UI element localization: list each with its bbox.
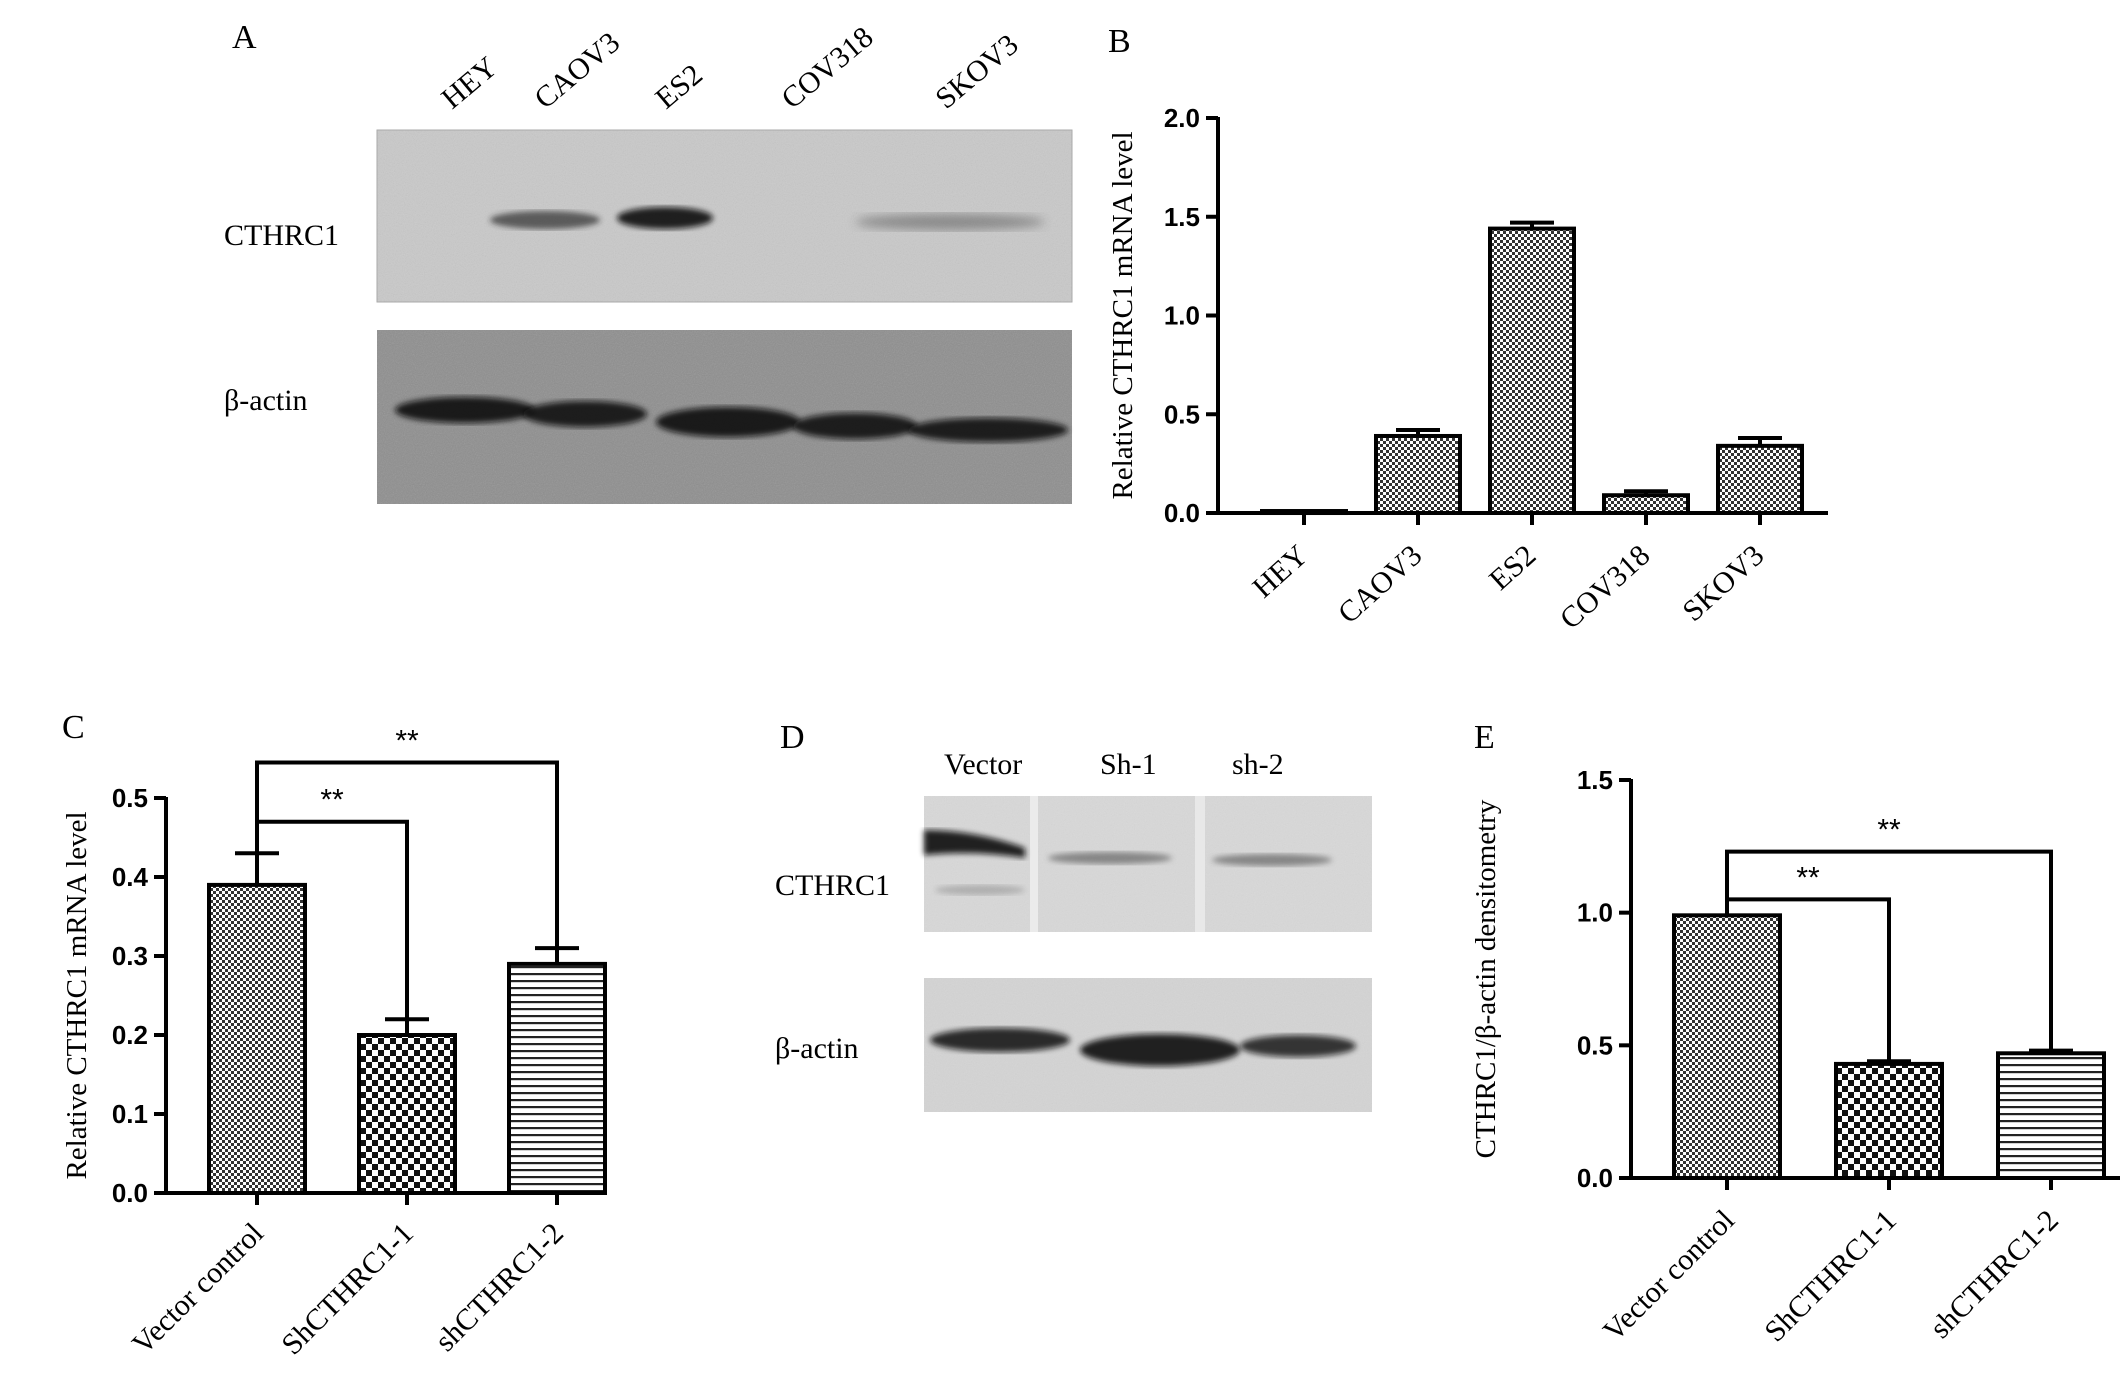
panel-letter-a: A <box>232 19 257 56</box>
y-tick-label: 2.0 <box>1164 103 1200 133</box>
bar-caov3 <box>1374 433 1462 516</box>
significance-label: ** <box>1877 814 1901 847</box>
x-category-label: CAOV3 <box>1332 539 1428 630</box>
lane-label-hey: HEY <box>435 50 503 115</box>
band-actin-vector <box>930 1028 1070 1052</box>
row-label-cthrc1: CTHRC1 <box>224 219 339 252</box>
band-cthrc1-skov3 <box>855 214 1045 230</box>
band-cthrc1-caov3 <box>490 211 600 229</box>
lane-label-cov318: COV318 <box>775 20 879 115</box>
band-cthrc1-sh2 <box>1212 854 1332 866</box>
significance-bracket <box>255 760 559 949</box>
blot-membrane-beta-actin <box>377 330 1072 504</box>
significance-label: ** <box>320 784 344 817</box>
y-tick-label: 1.5 <box>1577 765 1613 795</box>
panel-letter-b: B <box>1108 23 1131 60</box>
lane-label-es2: ES2 <box>649 58 709 115</box>
significance-label: ** <box>395 724 419 757</box>
significance-bracket <box>1725 849 2053 1051</box>
y-tick-label: 0.1 <box>112 1099 148 1129</box>
row-label-beta-actin: β-actin <box>224 384 308 417</box>
western-blot-panel-a: HEY CAOV3 ES2 COV318 SKOV3 CTHRC1 β-acti… <box>224 20 1073 504</box>
bar-shcthrc1-1 <box>357 1033 457 1195</box>
blot-membrane-beta-actin-d <box>924 978 1372 1112</box>
y-tick-label: 0.3 <box>112 941 148 971</box>
bar-cov318 <box>1602 493 1690 516</box>
lane-label-skov3: SKOV3 <box>929 28 1024 115</box>
lane-label-vector: Vector <box>944 748 1022 781</box>
band-cthrc1-es2 <box>617 207 713 229</box>
y-tick-label: 0.0 <box>1164 498 1200 528</box>
y-tick-label: 1.5 <box>1164 202 1200 232</box>
bar-shcthrc1-1 <box>1834 1061 1944 1180</box>
panel-letter-c: C <box>62 709 85 746</box>
x-category-label: Vector control <box>1597 1204 1741 1348</box>
western-blot-panel-d: Vector Sh-1 sh-2 CTHRC1 β-actin <box>775 748 1372 1112</box>
y-tick-label: 0.5 <box>112 783 148 813</box>
bar-chart-panel-c: 0.0 0.1 0.2 0.3 0.4 0.5 Relative CTHRC1 mRNA l… <box>61 724 607 1362</box>
x-category-label: SKOV3 <box>1676 539 1770 628</box>
band-actin-sh2 <box>1240 1035 1356 1057</box>
x-category-label: Vector control <box>126 1217 270 1361</box>
bar-chart-panel-e: 0.0 0.5 1.0 1.5 CTHRC1/β-actin densitometry V… <box>1470 765 2120 1348</box>
band-cthrc1-sh1 <box>1048 852 1172 864</box>
band-actin-hey <box>395 397 535 423</box>
y-tick-label: 0.2 <box>112 1020 148 1050</box>
x-category-label: shCTHRC1-2 <box>1924 1204 2065 1345</box>
x-category-label: ShCTHRC1-1 <box>275 1217 420 1362</box>
bar-shcthrc1-2 <box>1996 1051 2106 1180</box>
y-axis-label-b: Relative CTHRC1 mRNA level <box>1107 131 1139 499</box>
y-tick-label: 0.5 <box>1164 399 1200 429</box>
lane-label-sh-2: sh-2 <box>1232 748 1284 781</box>
y-tick-label: 0.0 <box>112 1178 148 1208</box>
y-tick-label: 1.0 <box>1164 301 1200 331</box>
panel-letter-d: D <box>780 719 805 756</box>
y-tick-label: 0.4 <box>112 862 149 892</box>
bar-shcthrc1-2 <box>507 961 607 1196</box>
band-actin-skov3 <box>908 418 1068 442</box>
band-actin-caov3 <box>523 401 647 427</box>
bar-vector-control <box>207 882 307 1196</box>
y-tick-label: 1.0 <box>1577 898 1613 928</box>
bar-hey <box>1260 509 1348 516</box>
row-label-cthrc1-d: CTHRC1 <box>775 869 890 902</box>
panel-letter-e: E <box>1474 719 1495 756</box>
bar-chart-panel-b: 0.0 0.5 1.0 1.5 2.0 Relative CTHRC1 mRNA leve… <box>1107 103 1828 636</box>
x-category-label: ShCTHRC1-1 <box>1758 1204 1903 1349</box>
lane-label-caov3: CAOV3 <box>528 26 626 116</box>
blot-membrane-cthrc1 <box>376 129 1073 303</box>
band-actin-cov318 <box>793 413 917 439</box>
x-category-label: shCTHRC1-2 <box>429 1217 570 1358</box>
x-category-label: ES2 <box>1483 539 1542 597</box>
blot-membrane-cthrc1-d <box>924 796 1372 932</box>
bar-vector-control <box>1672 913 1782 1180</box>
row-label-beta-actin-d: β-actin <box>775 1032 859 1065</box>
bar-skov3 <box>1716 443 1804 516</box>
significance-label: ** <box>1796 861 1820 894</box>
lane-label-sh-1: Sh-1 <box>1100 748 1157 781</box>
y-axis-label-c: Relative CTHRC1 mRNA level <box>61 811 93 1179</box>
y-tick-label: 0.5 <box>1577 1030 1613 1060</box>
y-tick-label: 0.0 <box>1577 1163 1613 1193</box>
y-axis-label-e: CTHRC1/β-actin densitometry <box>1470 799 1502 1158</box>
x-category-label: HEY <box>1246 539 1314 605</box>
bar-es2 <box>1488 226 1576 515</box>
band-actin-es2 <box>656 407 800 437</box>
band-actin-sh1 <box>1080 1034 1240 1066</box>
x-category-label: COV318 <box>1554 539 1657 636</box>
